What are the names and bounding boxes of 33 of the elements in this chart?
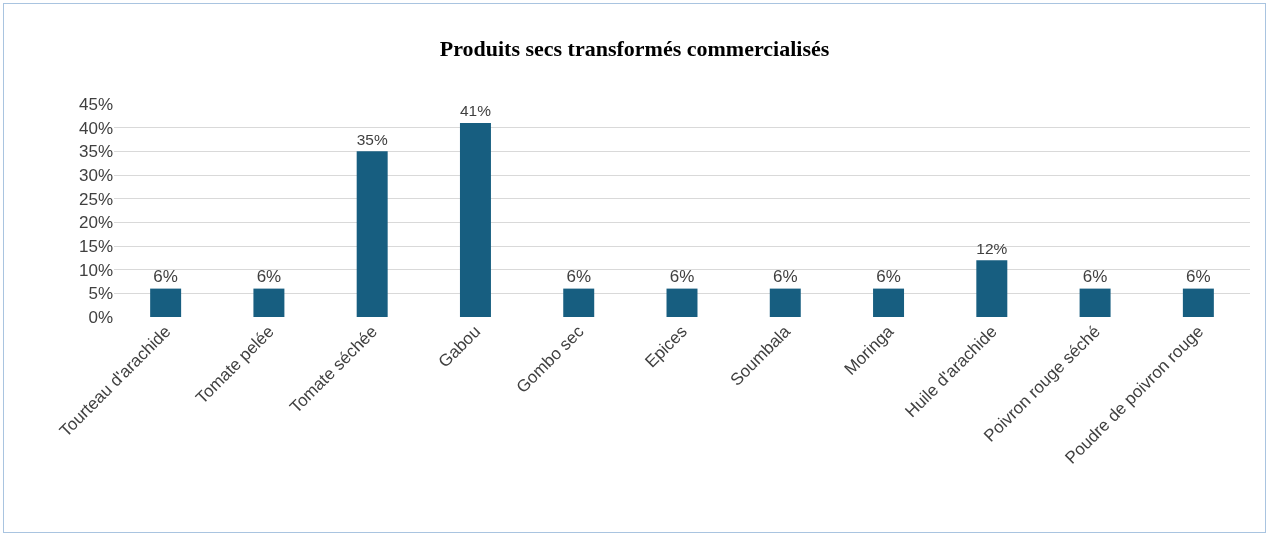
y-tick-label: 0% xyxy=(88,307,113,327)
bar xyxy=(253,288,285,317)
data-label: 6% xyxy=(256,266,282,286)
data-label: 6% xyxy=(1186,266,1211,286)
y-tick-label: 45% xyxy=(78,94,113,114)
data-label: 6% xyxy=(772,266,798,286)
data-label: 12% xyxy=(976,239,1008,257)
bar xyxy=(1182,288,1214,317)
data-label: 35% xyxy=(356,130,388,148)
data-label: 41% xyxy=(459,102,492,120)
bar xyxy=(459,122,491,317)
bar xyxy=(873,288,905,317)
y-tick-label: 35% xyxy=(78,142,113,162)
bar xyxy=(563,288,595,317)
bar xyxy=(769,288,801,317)
data-label: 6% xyxy=(669,266,695,286)
chart-title: Produits secs transformés commercialisés xyxy=(439,36,830,62)
bar xyxy=(356,151,388,317)
y-tick-label: 25% xyxy=(78,189,113,209)
data-label: 6% xyxy=(876,266,901,286)
y-tick-label: 20% xyxy=(78,213,113,233)
bar xyxy=(1079,288,1111,317)
y-tick-label: 10% xyxy=(78,260,113,280)
y-tick-label: 40% xyxy=(78,118,113,138)
y-tick-label: 30% xyxy=(78,165,113,185)
data-label: 6% xyxy=(153,266,178,286)
bar xyxy=(976,260,1008,317)
y-tick-label: 5% xyxy=(88,284,113,304)
data-label: 6% xyxy=(566,266,592,286)
y-tick-label: 15% xyxy=(78,236,113,256)
bar xyxy=(150,288,182,317)
bar xyxy=(666,288,698,317)
data-label: 6% xyxy=(1082,266,1108,286)
